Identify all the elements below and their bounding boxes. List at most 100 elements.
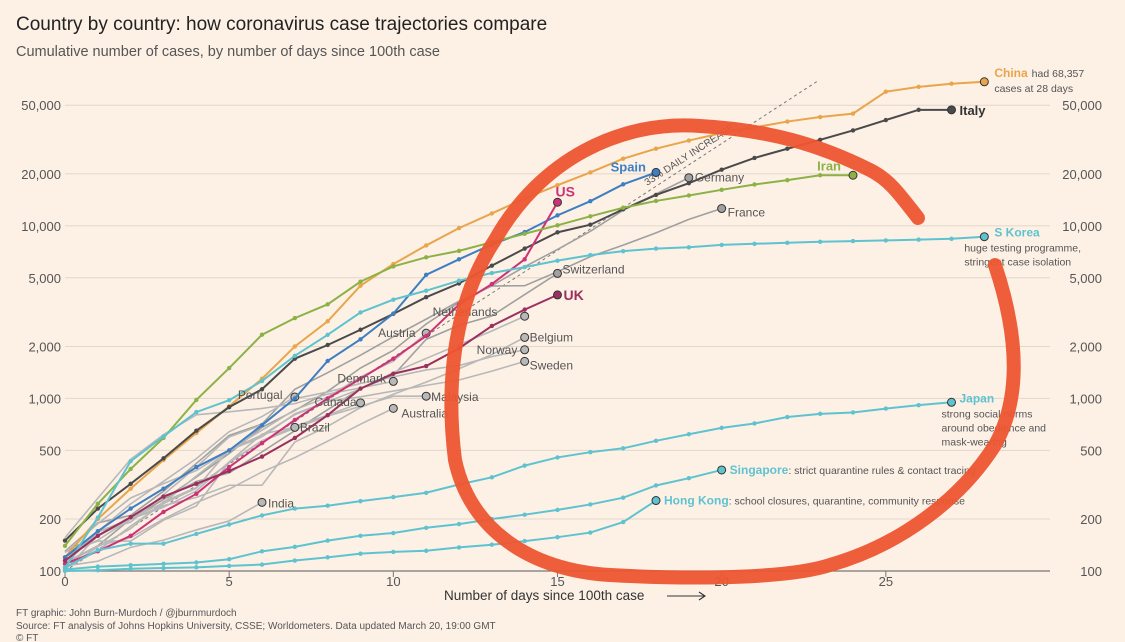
data-point bbox=[949, 236, 954, 241]
data-point bbox=[456, 225, 462, 231]
data-point bbox=[161, 565, 166, 571]
data-point bbox=[95, 501, 101, 507]
series-iran bbox=[62, 170, 858, 548]
data-point bbox=[259, 378, 265, 384]
data-point bbox=[161, 541, 166, 546]
data-point bbox=[522, 538, 527, 544]
data-point bbox=[325, 412, 330, 418]
data-point bbox=[949, 81, 954, 86]
end-point-malaysia bbox=[421, 391, 431, 401]
x-axis-label: Number of days since 100th case bbox=[444, 588, 644, 603]
data-point bbox=[916, 402, 921, 408]
data-point bbox=[883, 238, 889, 243]
x-tick-label: 0 bbox=[61, 574, 68, 589]
data-point bbox=[161, 509, 166, 515]
data-point bbox=[620, 519, 626, 525]
series-label-uk: UK bbox=[564, 287, 584, 303]
end-point-singapore bbox=[717, 465, 727, 475]
data-point bbox=[95, 529, 101, 534]
end-point-iran bbox=[848, 170, 858, 180]
series-spain bbox=[62, 167, 661, 560]
series-line-portugal bbox=[64, 396, 296, 564]
data-point bbox=[259, 562, 265, 567]
data-point bbox=[686, 138, 692, 143]
data-point bbox=[423, 272, 429, 278]
data-point bbox=[325, 555, 330, 560]
data-point bbox=[194, 491, 199, 497]
data-point bbox=[456, 545, 462, 550]
y-axis-right: 100 200 500 1,000 2,000 5,000 10,000 20,000 50,0… bbox=[1062, 98, 1102, 579]
data-point bbox=[817, 239, 823, 244]
end-point-sweden bbox=[520, 356, 530, 366]
note-china-2: cases at 28 days bbox=[994, 83, 1073, 95]
data-point bbox=[752, 241, 757, 247]
data-point bbox=[226, 397, 232, 403]
x-axis-arrow bbox=[667, 591, 706, 601]
data-point bbox=[325, 538, 330, 543]
end-point-china bbox=[979, 77, 989, 87]
data-point bbox=[358, 310, 363, 315]
data-point bbox=[292, 344, 298, 349]
data-point bbox=[489, 281, 495, 287]
data-point bbox=[423, 243, 429, 248]
data-point bbox=[423, 255, 429, 260]
data-point bbox=[226, 464, 232, 470]
hand-drawn-circle-annotation bbox=[444, 118, 1021, 585]
data-point bbox=[226, 365, 232, 371]
data-point bbox=[522, 463, 527, 468]
data-point bbox=[292, 558, 298, 563]
series-canada bbox=[64, 398, 365, 570]
data-point bbox=[128, 563, 133, 568]
end-point-s-korea bbox=[979, 232, 989, 242]
series-singapore bbox=[62, 465, 727, 572]
footer-source: Source: FT analysis of Johns Hopkins Uni… bbox=[16, 621, 496, 632]
data-point bbox=[391, 311, 396, 316]
footer-credit: FT graphic: John Burn-Murdoch / @jburnmu… bbox=[16, 608, 237, 619]
data-point bbox=[719, 167, 724, 172]
y-tick-label: 20,000 bbox=[21, 167, 61, 182]
end-point-canada bbox=[356, 398, 365, 408]
y-tick-label: 50,000 bbox=[21, 98, 61, 113]
data-point bbox=[423, 288, 429, 293]
data-point bbox=[161, 494, 166, 499]
data-point bbox=[259, 422, 265, 428]
series-austria bbox=[64, 328, 431, 569]
data-point bbox=[489, 270, 495, 276]
data-point bbox=[620, 156, 626, 161]
data-point bbox=[358, 386, 363, 391]
data-point bbox=[128, 506, 133, 511]
data-point bbox=[391, 530, 396, 536]
data-point bbox=[194, 464, 199, 470]
data-point bbox=[292, 353, 298, 358]
footer-copyright: © FT bbox=[16, 633, 38, 642]
data-point bbox=[161, 486, 166, 491]
data-point bbox=[194, 428, 199, 433]
data-point bbox=[358, 551, 363, 556]
data-point bbox=[423, 490, 429, 495]
data-point bbox=[555, 455, 560, 460]
data-point bbox=[522, 257, 527, 262]
data-point bbox=[653, 198, 659, 204]
data-point bbox=[588, 170, 593, 175]
series-s-korea bbox=[62, 232, 989, 571]
data-point bbox=[259, 441, 265, 446]
data-point bbox=[588, 198, 593, 204]
end-point-denmark bbox=[388, 376, 398, 386]
series-label-sweden: Sweden bbox=[530, 358, 573, 372]
series-label-switzerland: Switzerland bbox=[563, 262, 625, 276]
note-hong-kong: : school closures, quarantine, community… bbox=[729, 496, 966, 508]
data-point bbox=[292, 315, 298, 321]
series-uk bbox=[62, 290, 562, 563]
data-point bbox=[489, 475, 495, 480]
data-point bbox=[916, 107, 921, 113]
y-tick-label-right: 50,000 bbox=[1062, 98, 1102, 113]
chart-subtitle: Cumulative number of cases, by number of… bbox=[16, 44, 440, 60]
data-point bbox=[358, 337, 363, 342]
data-point bbox=[391, 356, 396, 361]
end-point-norway bbox=[520, 345, 530, 355]
data-point bbox=[620, 182, 626, 187]
data-point bbox=[391, 494, 396, 500]
data-point bbox=[194, 397, 199, 403]
data-point bbox=[325, 396, 330, 401]
data-point bbox=[194, 560, 199, 565]
